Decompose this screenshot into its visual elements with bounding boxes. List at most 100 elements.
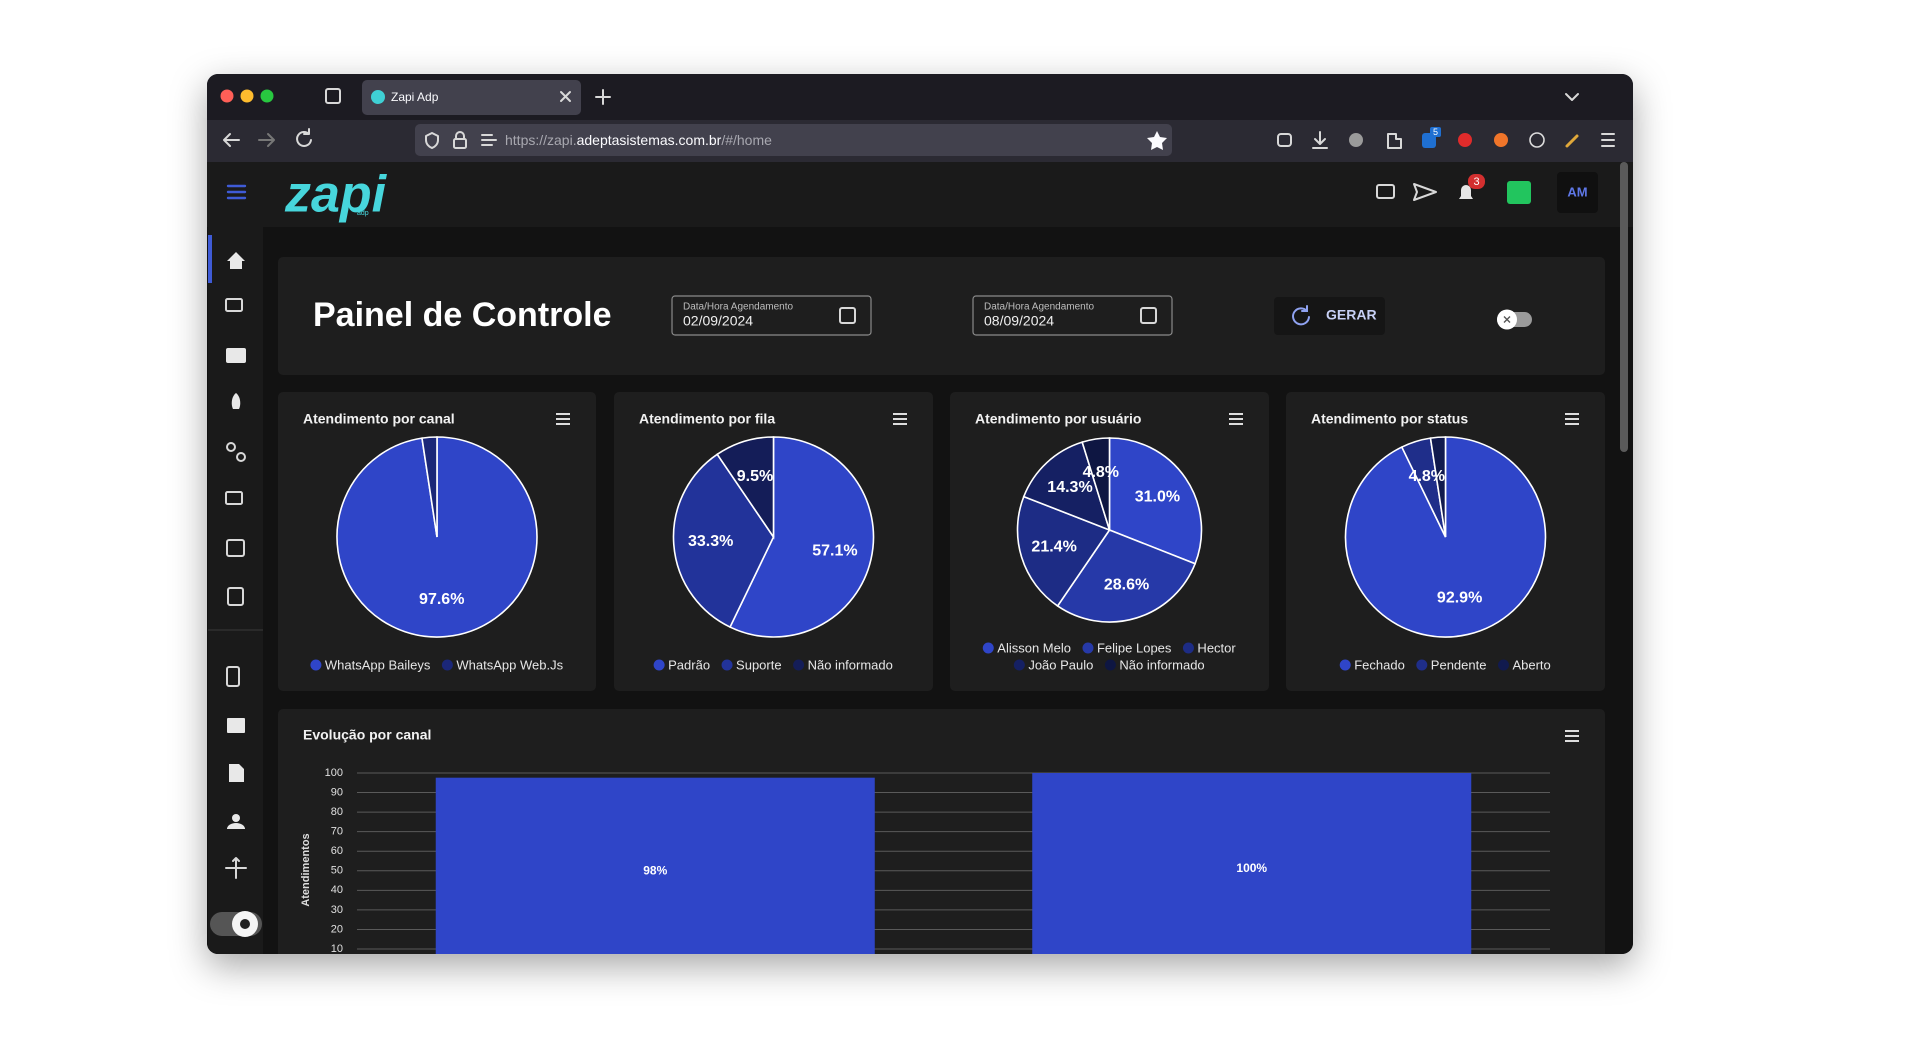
reload-button[interactable] xyxy=(296,128,312,147)
pie-slice xyxy=(716,436,775,540)
nav-tasks[interactable] xyxy=(227,587,244,606)
date-value: 08/09/2024 xyxy=(984,313,1054,329)
pie-slice xyxy=(1429,436,1447,538)
nav-documents[interactable] xyxy=(229,764,244,782)
new-tab[interactable] xyxy=(595,89,611,105)
sidebar-icons xyxy=(208,252,263,937)
legend-swatch xyxy=(441,659,453,671)
legend-item[interactable]: Padrão xyxy=(653,657,710,672)
nav-conversations[interactable] xyxy=(225,298,243,312)
nav-contacts[interactable] xyxy=(226,348,246,363)
nav-messages[interactable] xyxy=(225,491,243,505)
downloads-icon[interactable] xyxy=(1312,131,1328,149)
close-window[interactable] xyxy=(220,89,234,103)
pen-extension[interactable] xyxy=(1565,134,1579,148)
bar xyxy=(435,777,875,954)
legend-item[interactable]: Aberto xyxy=(1497,657,1551,672)
forward-button[interactable] xyxy=(258,133,275,147)
date-input-box[interactable] xyxy=(972,295,1173,336)
bar-value-label: 98% xyxy=(643,863,667,877)
nav-dashboard[interactable] xyxy=(227,718,245,733)
tab-list[interactable] xyxy=(1565,93,1579,101)
pie-slice xyxy=(1016,495,1111,608)
legend-swatch xyxy=(1104,659,1116,671)
minimize-window[interactable] xyxy=(240,89,254,103)
nav-reports[interactable] xyxy=(226,539,245,557)
calendar-icon[interactable] xyxy=(1140,307,1157,324)
date-label: Data/Hora Agendamento xyxy=(683,302,794,313)
nav-integrations-b xyxy=(236,452,246,462)
notification-bell[interactable] xyxy=(1459,185,1473,201)
chart-menu[interactable] xyxy=(893,413,907,425)
legend-item[interactable]: Não informado xyxy=(793,657,893,672)
nav-integrations[interactable] xyxy=(226,442,236,452)
legend-label: Aberto xyxy=(1512,657,1550,672)
legend-item[interactable]: Fechado xyxy=(1339,657,1405,672)
lock-shackle xyxy=(455,131,465,140)
nav-flows[interactable] xyxy=(225,857,247,879)
y-tick-label: 100 xyxy=(325,767,343,779)
nav-home[interactable] xyxy=(227,252,245,269)
calendar-icon[interactable] xyxy=(839,307,856,324)
date-field-end[interactable]: Data/Hora Agendamento 08/09/2024 xyxy=(972,295,1173,336)
avatar-box[interactable] xyxy=(1557,172,1598,213)
close-tab[interactable] xyxy=(560,91,571,102)
chat-icon[interactable] xyxy=(1376,184,1395,199)
tracking-protection-icon[interactable] xyxy=(425,132,439,149)
notification-badge-bg xyxy=(1468,174,1485,189)
nav-connections[interactable] xyxy=(226,666,240,687)
tab-overview-icon[interactable] xyxy=(325,88,341,104)
legend-item[interactable]: Pendente xyxy=(1416,657,1486,672)
legend-item[interactable]: WhatsApp Web.Js xyxy=(441,657,564,672)
sidebar xyxy=(208,227,263,954)
bookmark-star[interactable] xyxy=(1147,131,1167,150)
account-icon[interactable] xyxy=(1349,133,1363,147)
legend-label: Pendente xyxy=(1431,657,1487,672)
app-logo[interactable]: zapi xyxy=(284,166,388,224)
pie-slice xyxy=(1022,441,1111,532)
url-domain: adeptasistemas.com.br xyxy=(577,132,722,148)
extensions-icon[interactable] xyxy=(1387,133,1402,149)
nav-users[interactable] xyxy=(232,814,240,822)
wordpress-extension[interactable] xyxy=(1529,132,1545,148)
nav-campaigns[interactable] xyxy=(231,393,241,409)
chart-menu[interactable] xyxy=(1565,413,1579,425)
youtube-extension[interactable] xyxy=(1458,133,1472,147)
menu-toggle[interactable] xyxy=(226,184,247,200)
legend-item[interactable]: WhatsApp Baileys xyxy=(310,657,431,672)
legend-swatch xyxy=(1497,659,1509,671)
chart-menu[interactable] xyxy=(556,413,570,425)
generate-label: GERAR xyxy=(1326,307,1377,323)
scrollbar[interactable] xyxy=(1620,162,1628,452)
nav-users-body xyxy=(227,823,245,829)
brave-extension[interactable] xyxy=(1494,133,1508,147)
date-input-box[interactable] xyxy=(671,295,872,336)
slice-label: 4.8% xyxy=(1083,464,1119,481)
date-field-start[interactable]: Data/Hora Agendamento 02/09/2024 xyxy=(671,295,872,336)
legend-item[interactable]: João Paulo xyxy=(1013,657,1094,672)
legend-item[interactable]: Hector xyxy=(1182,640,1236,655)
legend-item[interactable]: Alisson Melo xyxy=(982,640,1071,655)
y-tick-label: 40 xyxy=(331,884,343,896)
app-menu[interactable] xyxy=(1601,133,1615,147)
send-icon[interactable] xyxy=(1413,183,1437,201)
chart-menu[interactable] xyxy=(1229,413,1243,425)
app-header xyxy=(207,162,1633,227)
slice-label: 92.9% xyxy=(1437,590,1482,607)
maximize-window[interactable] xyxy=(260,89,274,103)
whatsapp-status[interactable] xyxy=(1507,181,1531,204)
y-tick-label: 80 xyxy=(331,806,343,818)
pocket-icon[interactable] xyxy=(1277,133,1292,147)
url-bar[interactable] xyxy=(415,124,1172,156)
legend-item[interactable]: Suporte xyxy=(721,657,782,672)
generate-button[interactable] xyxy=(1274,297,1385,335)
back-button[interactable] xyxy=(223,133,240,147)
chart-menu[interactable] xyxy=(1565,730,1579,742)
active-tab[interactable] xyxy=(362,80,581,115)
legend-item[interactable]: Felipe Lopes xyxy=(1082,640,1172,655)
permissions-icon[interactable] xyxy=(481,134,497,146)
plot-area: 98% 100% xyxy=(357,772,1550,954)
legend-item[interactable]: Não informado xyxy=(1104,657,1205,672)
lock-icon[interactable] xyxy=(453,138,467,149)
